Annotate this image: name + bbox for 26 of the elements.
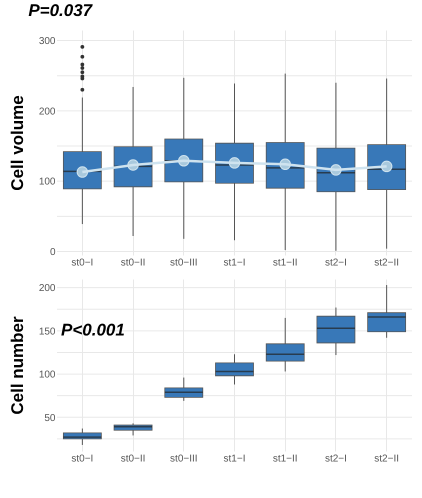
x-tick-label: st1−II bbox=[272, 454, 298, 464]
y-tick-label: 0 bbox=[50, 246, 56, 258]
x-tick-label: st1−II bbox=[272, 258, 298, 268]
x-tick-label: st0−I bbox=[71, 258, 94, 268]
x-tick-label: st2−II bbox=[374, 258, 400, 268]
y-tick-label: 300 bbox=[38, 36, 56, 48]
y-tick-label: 200 bbox=[38, 106, 56, 118]
x-tick-label: st0−II bbox=[120, 258, 146, 268]
x-tick-label: st0−I bbox=[71, 454, 94, 464]
y-axis-title: Cell number bbox=[8, 316, 27, 415]
x-tick-label: st1−I bbox=[224, 258, 246, 268]
y-axis-title: Cell volume bbox=[8, 95, 27, 191]
y-tick-label: 100 bbox=[38, 370, 56, 381]
text: P=0.037 bbox=[28, 1, 94, 20]
y-tick-label: 150 bbox=[38, 326, 56, 338]
x-tick-label: st0−III bbox=[170, 258, 198, 268]
annotation: P<0.001 bbox=[61, 320, 125, 340]
x-tick-label: st2−II bbox=[374, 454, 400, 464]
y-tick-label: 200 bbox=[38, 283, 56, 294]
x-tick-label: st0−III bbox=[170, 454, 198, 464]
y-tick-label: 50 bbox=[44, 412, 56, 424]
x-tick-label: st2−I bbox=[324, 454, 347, 464]
x-tick-label: st0−II bbox=[120, 454, 146, 464]
y-tick-label: 100 bbox=[38, 176, 56, 188]
x-tick-label: st2−I bbox=[324, 258, 347, 268]
x-tick-label: st1−I bbox=[224, 454, 246, 464]
